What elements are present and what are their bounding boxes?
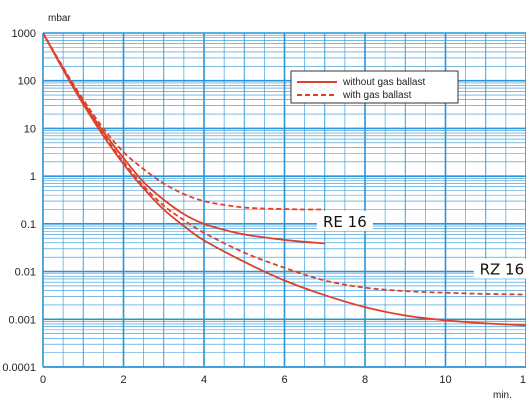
- x-tick-label: 2: [120, 374, 126, 386]
- model-label-bg: [473, 258, 526, 279]
- y-tick-label: 1: [30, 171, 36, 183]
- x-tick-labels: 0 2 4 6 8 10 12: [40, 374, 526, 386]
- model-label: RZ 16: [480, 261, 525, 279]
- x-tick-label: 4: [201, 374, 207, 386]
- x-axis-unit: min.: [493, 390, 512, 401]
- legend: without gas ballast with gas ballast: [290, 70, 459, 104]
- x-tick-label: 12: [520, 374, 526, 386]
- legend-box: [290, 70, 459, 104]
- x-tick-label: 10: [439, 374, 451, 386]
- model-labels: RE 16 RZ 16: [316, 210, 526, 279]
- y-tick-label: 0.01: [15, 267, 36, 279]
- y-tick-label: 0.0001: [2, 362, 36, 374]
- x-tick-label: 0: [40, 374, 46, 386]
- y-tick-label: 10: [24, 123, 36, 135]
- series-re-16-dashed: [42, 32, 325, 211]
- model-label: RE 16: [323, 213, 367, 231]
- y-tick-label: 100: [18, 76, 36, 88]
- series-layer: [42, 32, 526, 327]
- model-label-bg: [316, 210, 373, 231]
- y-tick-label: 0.001: [8, 314, 36, 326]
- y-tick-label: 0.1: [21, 219, 36, 231]
- x-tick-label: 8: [362, 374, 368, 386]
- series-rz-16-dashed: [42, 32, 526, 296]
- y-axis-unit: mbar: [48, 13, 71, 24]
- y-tick-label: 1000: [12, 28, 36, 40]
- legend-label-dashed: with gas ballast: [342, 90, 412, 101]
- legend-label-solid: without gas ballast: [342, 77, 425, 88]
- x-tick-label: 6: [281, 374, 287, 386]
- y-tick-labels: 1000 100 10 1 0.1 0.01 0.001 0.0001: [2, 28, 36, 374]
